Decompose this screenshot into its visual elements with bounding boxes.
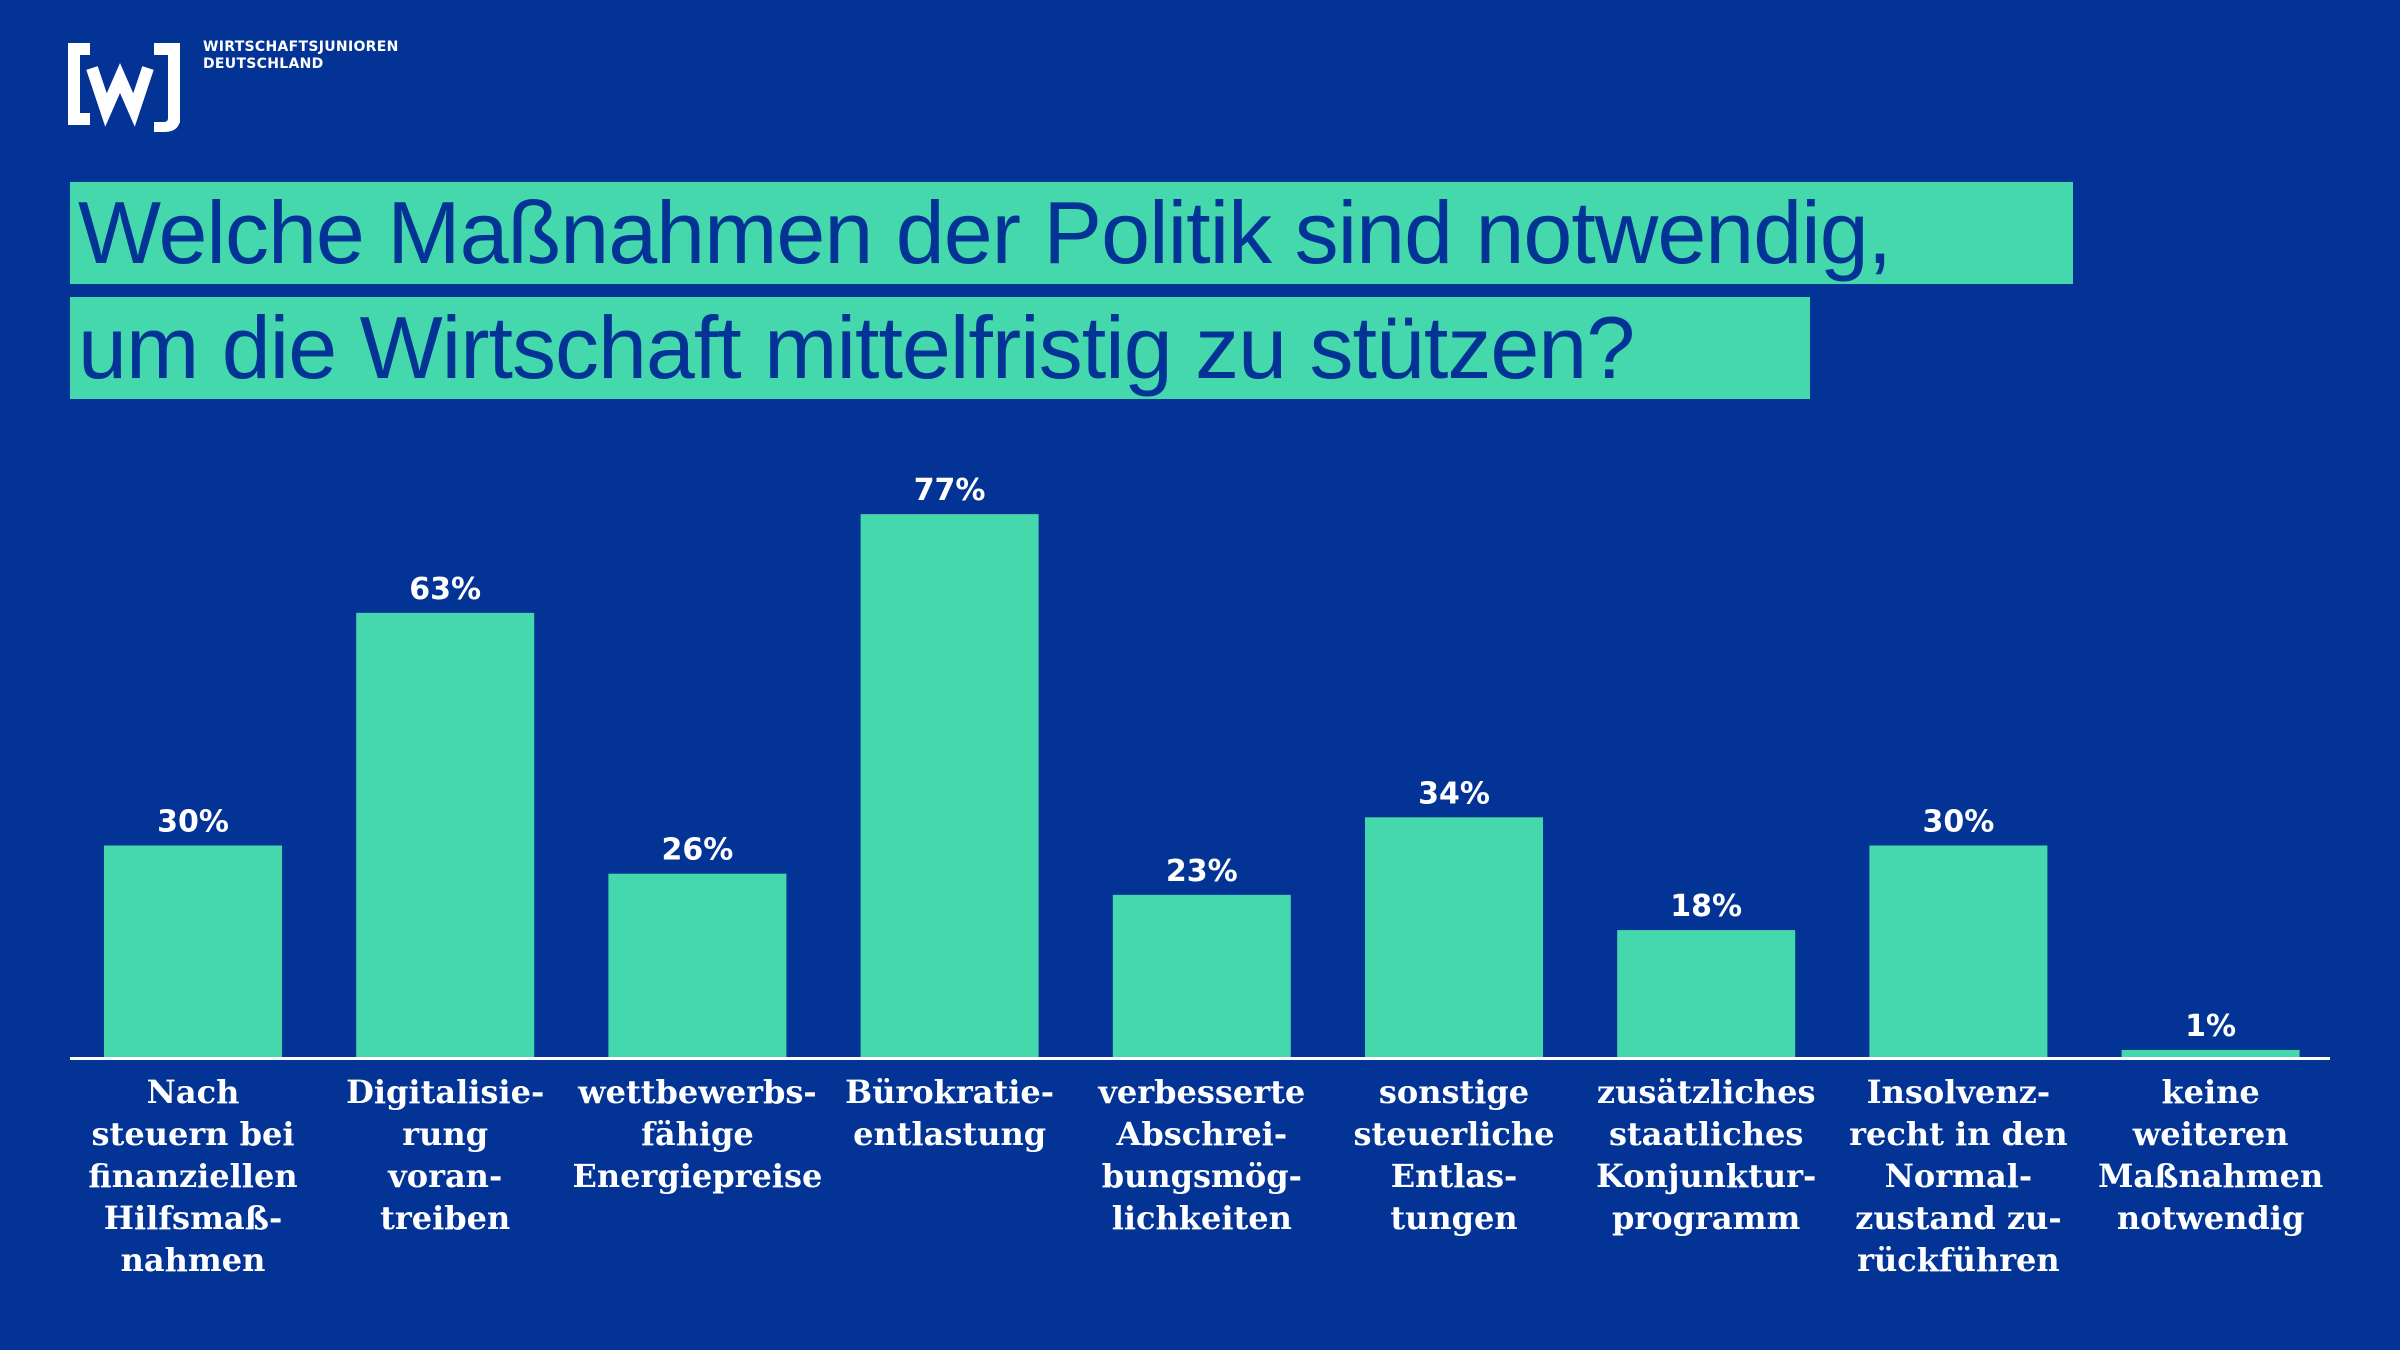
- category-label-3: Bürokratie-entlastung: [825, 1071, 1075, 1155]
- brand-name: WIRTSCHAFTSJUNIOREN DEUTSCHLAND: [203, 39, 399, 73]
- category-label-line: steuerliche: [1353, 1115, 1555, 1153]
- category-label-line: Hilfsmaß-: [103, 1199, 283, 1237]
- data-label-4: 23%: [1166, 854, 1238, 889]
- page-title-line2: um die Wirtschaft mittelfristig zu stütz…: [70, 297, 1810, 399]
- bar-7: [1869, 845, 2048, 1057]
- category-label-line: notwendig: [2116, 1199, 2305, 1237]
- category-label-line: Nach: [146, 1073, 240, 1111]
- category-label-line: lichkeiten: [1111, 1199, 1292, 1237]
- bar-1: [356, 612, 535, 1057]
- brand-name-line2: DEUTSCHLAND: [203, 56, 324, 72]
- brand-name-line1: WIRTSCHAFTSJUNIOREN: [203, 39, 399, 55]
- wj-logo-icon: [68, 43, 180, 132]
- category-label-line: Abschrei-: [1116, 1115, 1288, 1153]
- category-label-line: Konjunktur-: [1596, 1157, 1817, 1195]
- category-label-line: nahmen: [120, 1241, 266, 1279]
- category-label-line: rückführen: [1857, 1241, 2060, 1279]
- category-label-line: zustand zu-: [1855, 1199, 2062, 1237]
- data-label-8: 1%: [2185, 1009, 2236, 1044]
- category-label-line: steuern bei: [91, 1115, 295, 1153]
- bar-3: [860, 514, 1039, 1057]
- category-label-line: Entlas-: [1390, 1157, 1518, 1195]
- bar-8: [2121, 1049, 2300, 1057]
- category-label-line: keine: [2161, 1073, 2260, 1111]
- category-label-line: sonstige: [1378, 1073, 1530, 1111]
- bar-6: [1617, 930, 1796, 1057]
- category-label-2: wettbewerbs-fähige Energiepreise: [572, 1071, 822, 1197]
- data-label-2: 26%: [661, 833, 733, 868]
- bar-2: [608, 873, 787, 1057]
- category-label-line: Bürokratie-: [845, 1073, 1055, 1111]
- category-label-line: weiteren: [2132, 1115, 2289, 1153]
- page-title-line1: Welche Maßnahmen der Politik sind notwen…: [70, 182, 2073, 284]
- data-label-6: 18%: [1670, 889, 1742, 924]
- category-label-7: Insolvenz-recht in den Normal-zustand zu-…: [1833, 1071, 2083, 1281]
- category-label-line: wettbewerbs-: [578, 1073, 817, 1111]
- data-label-5: 34%: [1418, 776, 1490, 811]
- category-label-line: Digitalisie-: [346, 1073, 545, 1111]
- category-label-line: recht in den: [1849, 1115, 2068, 1153]
- category-label-line: finanziellen: [88, 1157, 298, 1195]
- category-label-line: verbesserte: [1098, 1073, 1306, 1111]
- category-label-line: voran-: [388, 1157, 503, 1195]
- category-label-1: Digitalisie-rung voran-treiben: [320, 1071, 570, 1239]
- logo: [68, 38, 194, 137]
- data-label-7: 30%: [1922, 805, 1994, 840]
- category-label-line: programm: [1612, 1199, 1801, 1237]
- category-label-line: bungsmög-: [1101, 1157, 1302, 1195]
- category-label-line: rung: [402, 1115, 489, 1153]
- category-label-line: treiben: [380, 1199, 511, 1237]
- category-label-line: Energiepreise: [572, 1157, 823, 1195]
- category-label-line: entlastung: [853, 1115, 1047, 1153]
- category-label-line: Insolvenz-: [1866, 1073, 2051, 1111]
- category-label-line: zusätzliches: [1596, 1073, 1816, 1111]
- bar-5: [1365, 817, 1543, 1057]
- category-label-5: sonstige steuerliche Entlas-tungen: [1329, 1071, 1579, 1239]
- category-label-line: tungen: [1390, 1199, 1518, 1237]
- data-label-1: 63%: [409, 572, 481, 607]
- bar-0: [104, 845, 282, 1057]
- category-label-6: zusätzliches staatliches Konjunktur-progra…: [1581, 1071, 1831, 1239]
- category-label-0: Nach steuern bei finanziellen Hilfsmaß-nahm…: [68, 1071, 318, 1281]
- data-label-3: 77%: [914, 473, 986, 508]
- category-label-line: fähige: [641, 1115, 754, 1153]
- category-label-line: Maßnahmen: [2097, 1157, 2324, 1195]
- data-label-0: 30%: [157, 805, 229, 840]
- category-label-line: Normal-: [1884, 1157, 2033, 1195]
- category-label-8: keine weiteren Maßnahmen notwendig: [2086, 1071, 2336, 1239]
- category-label-line: staatliches: [1608, 1115, 1804, 1153]
- bar-4: [1112, 894, 1291, 1057]
- category-label-4: verbesserte Abschrei-bungsmög-lichkeiten: [1077, 1071, 1327, 1239]
